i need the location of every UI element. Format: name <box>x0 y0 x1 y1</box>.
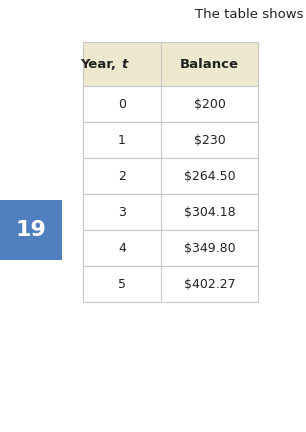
Text: $264.50: $264.50 <box>184 169 235 182</box>
FancyBboxPatch shape <box>83 194 258 230</box>
FancyBboxPatch shape <box>83 86 258 122</box>
Text: $230: $230 <box>194 133 226 146</box>
FancyBboxPatch shape <box>83 122 258 158</box>
Text: The table shows the balance: The table shows the balance <box>195 7 306 20</box>
FancyBboxPatch shape <box>83 230 258 266</box>
Text: 1: 1 <box>118 133 126 146</box>
Text: 5: 5 <box>118 277 126 290</box>
FancyBboxPatch shape <box>83 266 258 302</box>
Text: $402.27: $402.27 <box>184 277 235 290</box>
Text: 2: 2 <box>118 169 126 182</box>
Text: 19: 19 <box>16 220 47 240</box>
FancyBboxPatch shape <box>83 158 258 194</box>
Text: Year,: Year, <box>80 57 121 70</box>
Text: 4: 4 <box>118 241 126 254</box>
Text: 0: 0 <box>118 98 126 111</box>
FancyBboxPatch shape <box>0 200 62 260</box>
Text: Balance: Balance <box>180 57 239 70</box>
Text: $200: $200 <box>194 98 226 111</box>
Text: $304.18: $304.18 <box>184 206 235 219</box>
Text: t: t <box>121 57 127 70</box>
FancyBboxPatch shape <box>83 42 258 86</box>
Text: $349.80: $349.80 <box>184 241 235 254</box>
Text: 3: 3 <box>118 206 126 219</box>
